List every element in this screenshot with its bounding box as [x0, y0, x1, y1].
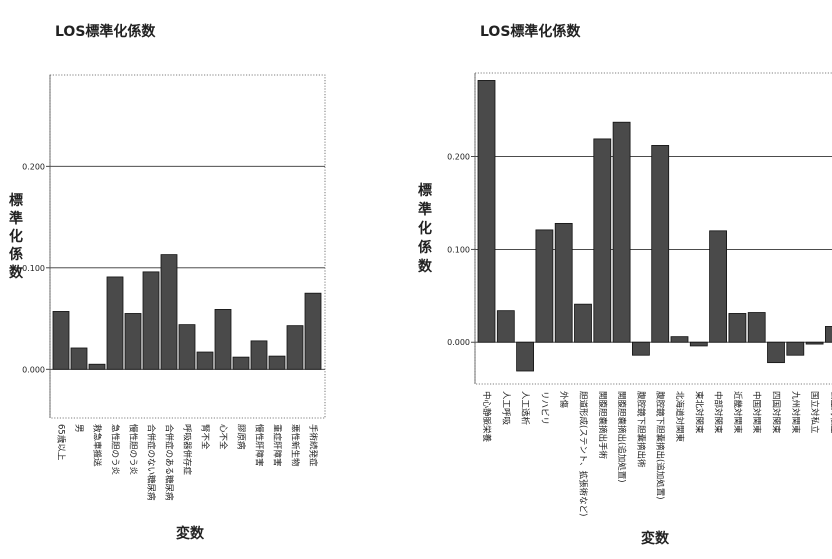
bar — [268, 355, 286, 370]
bar — [554, 222, 573, 343]
chart-left: LOS標準化係数 標準化係数 変数 0.000 0.100 0.200 65歳以上男救… — [9, 23, 326, 542]
bar — [70, 347, 88, 370]
bar — [286, 325, 304, 370]
bar — [52, 311, 70, 370]
y-tick-label: 0.000 — [22, 365, 45, 374]
x-category-label: 腎不全 — [200, 424, 211, 450]
bar — [160, 254, 178, 370]
bar — [106, 276, 124, 370]
bar — [728, 313, 747, 343]
bar — [124, 313, 142, 370]
x-category-label: 北海道対関東 — [674, 391, 685, 443]
x-category-label: 人工透析 — [520, 391, 531, 426]
x-category-label: 近畿対関東 — [732, 391, 743, 434]
x-category-label: 急性胆のう炎 — [110, 424, 121, 476]
bar — [767, 341, 785, 364]
x-category-label: 腹腔鏡下胆嚢摘出術 — [635, 391, 646, 468]
y-tick-label: 0.100 — [22, 264, 45, 273]
x-category-label: 開腹胆嚢摘出手術 — [597, 391, 608, 460]
x-category-label: 外傷 — [558, 391, 569, 409]
x-category-label: 開腹胆嚢摘出(追加処置) — [616, 391, 627, 483]
chart-left-title: LOS標準化係数 — [55, 23, 156, 40]
x-category-label: 膠原病 — [236, 424, 247, 450]
x-category-label: 呼吸器併存症 — [182, 424, 193, 476]
bar — [670, 336, 689, 343]
x-category-label: 中心静脈栄養 — [481, 391, 492, 443]
bar — [304, 292, 322, 370]
bar — [88, 363, 106, 370]
x-category-label: 公立対私立 — [828, 391, 832, 434]
x-category-label: 心不全 — [218, 424, 229, 450]
x-category-label: 胆道形成(ステント、拡張術など) — [578, 391, 589, 516]
bar — [214, 309, 232, 370]
x-category-label: 救急車搬送 — [92, 424, 103, 467]
y-tick-label: 0.200 — [447, 153, 470, 162]
x-category-label: 合併症のある糖尿病 — [164, 424, 175, 501]
chart-left-y-axis-label: 標準化係数 — [9, 192, 24, 281]
x-category-label: 腹腔鏡下胆嚢摘出(追加処置) — [655, 391, 666, 500]
chart-left-x-axis-label: 変数 — [176, 525, 205, 542]
x-category-label: 慢性胆のう炎 — [128, 424, 139, 476]
chart-right: LOS標準化係数 標準化係数 変数 0.0000.1000.200中心静脈栄養人… — [418, 23, 832, 547]
x-category-label: 65歳以上 — [56, 424, 67, 461]
bar — [825, 326, 832, 343]
x-category-label: 人工呼吸 — [500, 391, 511, 426]
x-category-label: 重症肝障害 — [272, 424, 283, 467]
bar — [232, 356, 250, 370]
chart-right-title: LOS標準化係数 — [480, 23, 581, 40]
bar — [496, 310, 515, 343]
bar — [250, 340, 268, 370]
bar — [651, 145, 670, 343]
bar — [593, 138, 612, 343]
y-tick-label: 0.200 — [22, 162, 45, 171]
bar — [142, 271, 160, 370]
bar — [196, 351, 214, 370]
x-category-label: 中国対関東 — [751, 391, 762, 434]
x-category-label: 手術続発症 — [308, 424, 319, 467]
y-tick-label: 0.100 — [447, 245, 470, 254]
x-category-label: 東北対関東 — [693, 391, 704, 434]
x-category-label: 四国対関東 — [771, 391, 782, 434]
x-category-label: 悪性新生物 — [290, 424, 301, 467]
x-category-label: リハビリ — [539, 391, 549, 425]
bar — [786, 341, 805, 356]
bar — [805, 341, 824, 345]
y-tick-label: 0.000 — [447, 338, 470, 347]
bar — [709, 230, 727, 343]
bar — [689, 341, 708, 347]
bar — [747, 312, 766, 343]
bar — [574, 303, 592, 343]
bar — [612, 121, 631, 343]
bar — [178, 324, 196, 370]
bar — [516, 341, 534, 372]
chart-right-y-axis-label: 標準化係数 — [418, 182, 433, 275]
x-category-label: 慢性肝障害 — [254, 424, 265, 467]
x-category-label: 合併症のない糖尿病 — [146, 424, 157, 501]
chart-right-x-axis-label: 変数 — [641, 530, 670, 547]
chart-right-plot-area: 0.000 0.100 0.200 中心静脈栄養 人工呼吸 人工透析 リハビリ 外傷 胆道形成(… — [447, 72, 832, 516]
x-category-label: 中部対関東 — [713, 391, 724, 434]
x-category-label: 男 — [74, 424, 84, 433]
x-category-label: 国立対私立 — [809, 391, 820, 434]
bar — [477, 80, 496, 343]
chart-left-plot-area: 0.0000.1000.20065歳以上男救急車搬送 急性胆のう炎 慢性胆のう炎 合併… — [22, 74, 326, 501]
bar — [632, 341, 650, 356]
bar — [535, 229, 554, 343]
x-category-label: 九州対関東 — [790, 391, 801, 434]
